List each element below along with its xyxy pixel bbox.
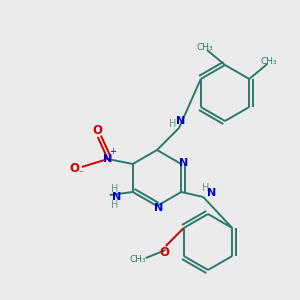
- Text: O: O: [70, 161, 80, 175]
- Text: H: H: [202, 183, 209, 193]
- Text: N: N: [176, 116, 186, 126]
- Text: O: O: [160, 247, 170, 260]
- Text: N: N: [112, 192, 122, 202]
- Text: CH₃: CH₃: [261, 58, 278, 67]
- Text: CH₃: CH₃: [197, 44, 213, 52]
- Text: ⁻: ⁻: [78, 169, 83, 179]
- Text: H: H: [111, 184, 118, 194]
- Text: H: H: [111, 200, 118, 210]
- Text: H: H: [169, 119, 177, 129]
- Text: O: O: [93, 124, 103, 136]
- Text: CH₃: CH₃: [129, 254, 146, 263]
- Text: N: N: [154, 203, 164, 213]
- Text: +: +: [109, 146, 116, 155]
- Text: N: N: [207, 188, 216, 198]
- Text: N: N: [178, 158, 188, 168]
- Text: N: N: [103, 154, 112, 164]
